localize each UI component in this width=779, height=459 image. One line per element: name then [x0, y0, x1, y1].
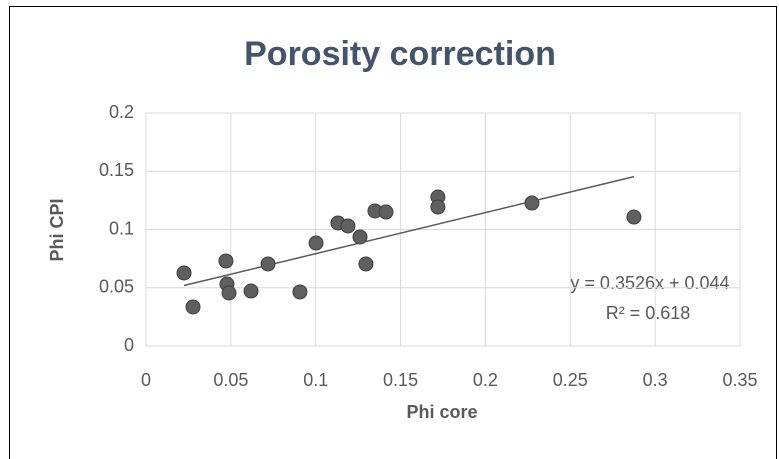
r-squared: R² = 0.618	[606, 303, 691, 323]
x-tick-label: 0.15	[383, 370, 418, 390]
chart-title: Porosity correction	[244, 35, 556, 73]
point	[243, 283, 259, 299]
x-tick-label: 0.35	[722, 370, 757, 390]
point	[524, 195, 540, 211]
y-tick-label: 0.1	[109, 218, 134, 238]
y-tick-label: 0.15	[99, 160, 134, 180]
point	[358, 256, 374, 272]
equation: y = 0.3526x + 0.044	[570, 273, 729, 293]
point	[218, 253, 234, 269]
x-tick-label: 0	[141, 370, 151, 390]
y-tick-label: 0	[124, 335, 134, 355]
point	[378, 204, 394, 220]
point	[352, 229, 368, 245]
y-tick-label: 0.05	[99, 277, 134, 297]
x-tick-label: 0.3	[643, 370, 668, 390]
point	[626, 209, 642, 225]
point	[260, 256, 276, 272]
x-axis-label: Phi core	[406, 402, 477, 422]
x-tick-label: 0.2	[473, 370, 498, 390]
point	[292, 284, 308, 300]
point	[185, 299, 201, 315]
x-tick-label: 0.1	[303, 370, 328, 390]
point	[308, 235, 324, 251]
point	[340, 218, 356, 234]
point	[221, 285, 237, 301]
trendline	[183, 175, 635, 287]
point	[176, 265, 192, 281]
x-tick-label: 0.25	[553, 370, 588, 390]
y-axis-label: Phi CPI	[47, 198, 67, 261]
y-tick-label: 0.2	[109, 102, 134, 122]
x-tick-label: 0.05	[213, 370, 248, 390]
point	[430, 199, 446, 215]
chart-border	[9, 6, 777, 459]
